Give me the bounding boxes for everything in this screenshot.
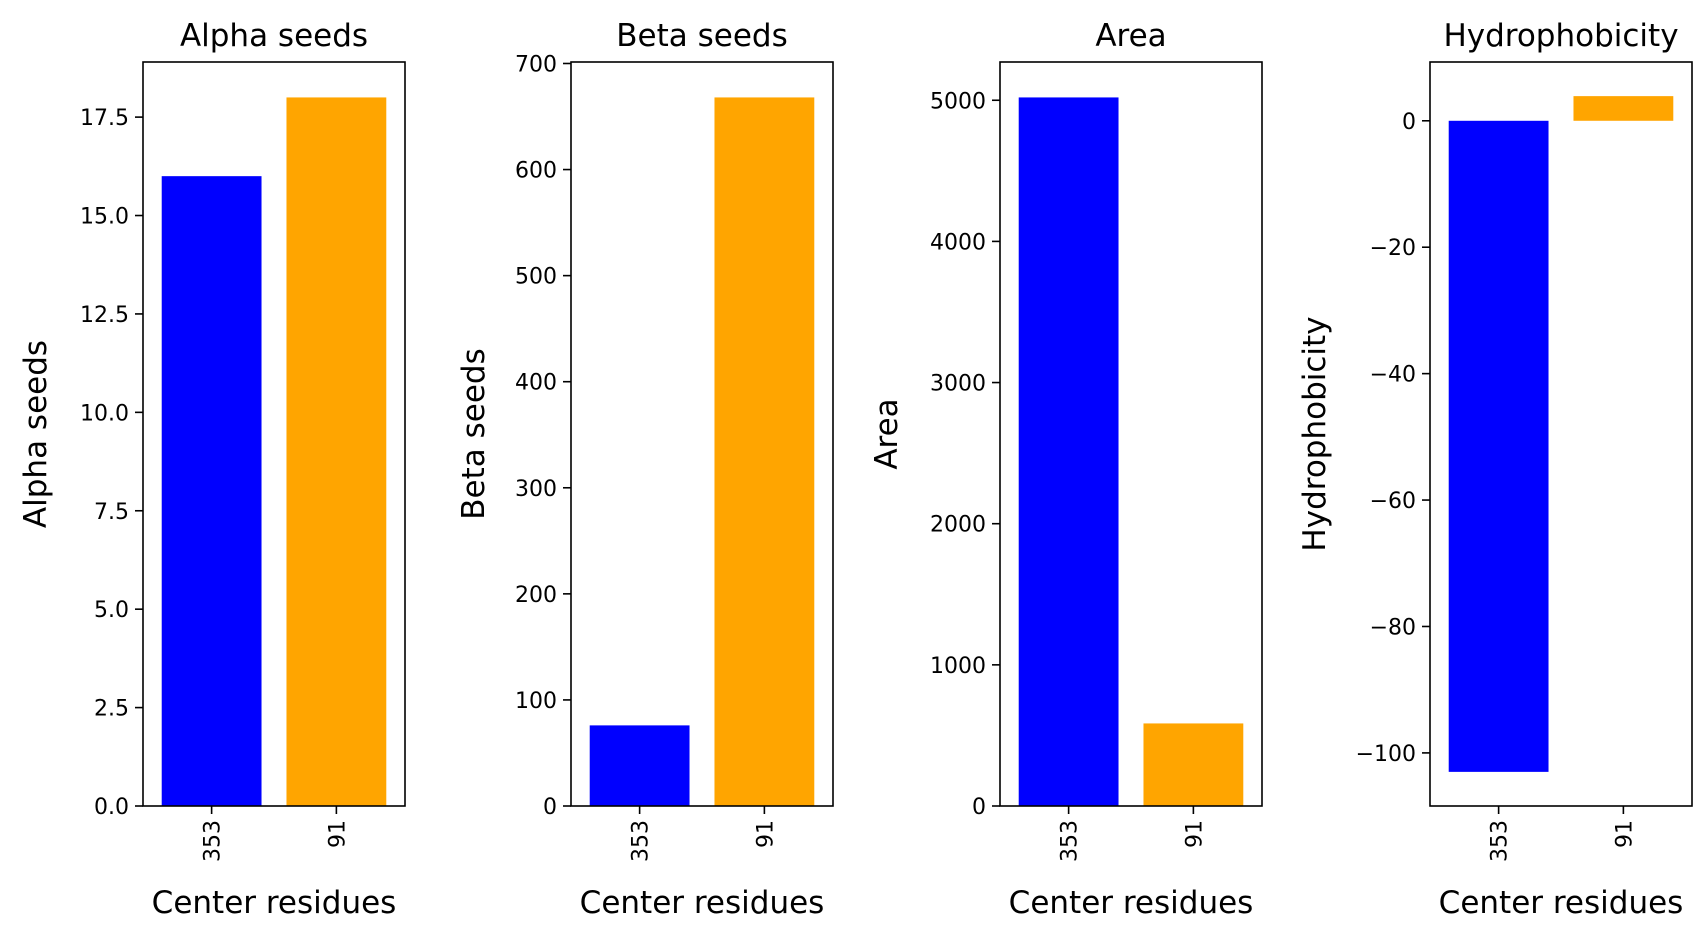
x-tick-label: 91 xyxy=(325,820,350,848)
y-tick-label: 400 xyxy=(515,371,557,396)
y-tick-label: 0 xyxy=(543,795,557,820)
bar-353 xyxy=(1448,120,1549,772)
x-tick-label: 91 xyxy=(1612,820,1637,848)
axes-frame xyxy=(142,61,406,807)
subplot-alpha-seeds: Alpha seeds Center residues Alpha seeds … xyxy=(18,18,406,921)
x-tick-label: 91 xyxy=(1182,820,1207,848)
y-tick-label: 5000 xyxy=(930,89,986,114)
y-tick-label: 100 xyxy=(515,689,557,714)
y-tick-label: 4000 xyxy=(930,230,986,255)
subplot-title: Hydrophobicity xyxy=(1443,18,1678,54)
subplot-hydrophobicity: Hydrophobicity Center residues Hydrophob… xyxy=(1297,18,1693,921)
y-tick-label: 600 xyxy=(515,159,557,184)
x-axis-label: Center residues xyxy=(1439,885,1684,921)
axes-frame xyxy=(999,61,1263,807)
y-tick-label: 2000 xyxy=(930,513,986,538)
y-tick-label: 500 xyxy=(515,265,557,290)
x-axis-label: Center residues xyxy=(152,885,397,921)
y-tick-label: −60 xyxy=(1370,489,1416,514)
x-axis-label: Center residues xyxy=(580,885,825,921)
subplot-beta-seeds: Beta seeds Center residues Beta seeds 0 1… xyxy=(456,18,834,921)
y-tick-label: −80 xyxy=(1370,615,1416,640)
x-axis-label: Center residues xyxy=(1009,885,1254,921)
bar-353 xyxy=(161,176,262,806)
bar-91 xyxy=(714,97,815,807)
y-axis-label: Hydrophobicity xyxy=(1297,316,1333,551)
x-tick-label: 353 xyxy=(1058,820,1083,862)
axes-frame xyxy=(570,61,834,807)
y-tick-label: 3000 xyxy=(930,372,986,397)
y-axis-label: Alpha seeds xyxy=(18,340,54,528)
y-tick-label: −40 xyxy=(1370,363,1416,388)
y-tick-label: 17.5 xyxy=(80,106,129,131)
subplot-title: Alpha seeds xyxy=(180,18,368,54)
subplot-area: Area Center residues Area 0 1000 2000 3000 4… xyxy=(869,18,1263,921)
y-tick-label: −20 xyxy=(1370,236,1416,261)
bar-91 xyxy=(1573,96,1674,121)
bar-353 xyxy=(589,725,690,806)
y-tick-label: 2.5 xyxy=(94,697,129,722)
y-tick-label: 15.0 xyxy=(80,205,129,230)
y-tick-label: −100 xyxy=(1356,742,1416,767)
axes-frame xyxy=(1429,61,1693,807)
y-tick-label: 0 xyxy=(972,795,986,820)
y-tick-label: 7.5 xyxy=(94,500,129,525)
y-tick-label: 200 xyxy=(515,583,557,608)
x-tick-label: 91 xyxy=(753,820,778,848)
y-tick-label: 0 xyxy=(1402,110,1416,135)
y-tick-label: 300 xyxy=(515,477,557,502)
y-tick-label: 700 xyxy=(515,52,557,77)
y-tick-label: 5.0 xyxy=(94,598,129,623)
y-tick-label: 0.0 xyxy=(94,795,129,820)
x-tick-label: 353 xyxy=(1488,820,1513,862)
subplot-title: Area xyxy=(1095,18,1166,54)
y-tick-label: 10.0 xyxy=(80,401,129,426)
bar-91 xyxy=(1143,723,1244,806)
x-tick-label: 353 xyxy=(629,820,654,862)
y-axis-label: Area xyxy=(869,398,905,469)
subplot-title: Beta seeds xyxy=(616,18,787,54)
bar-353 xyxy=(1018,97,1119,807)
y-axis-label: Beta seeds xyxy=(456,348,492,519)
y-tick-label: 12.5 xyxy=(80,303,129,328)
y-tick-label: 1000 xyxy=(930,654,986,679)
x-tick-label: 353 xyxy=(201,820,226,862)
bar-91 xyxy=(286,97,387,807)
